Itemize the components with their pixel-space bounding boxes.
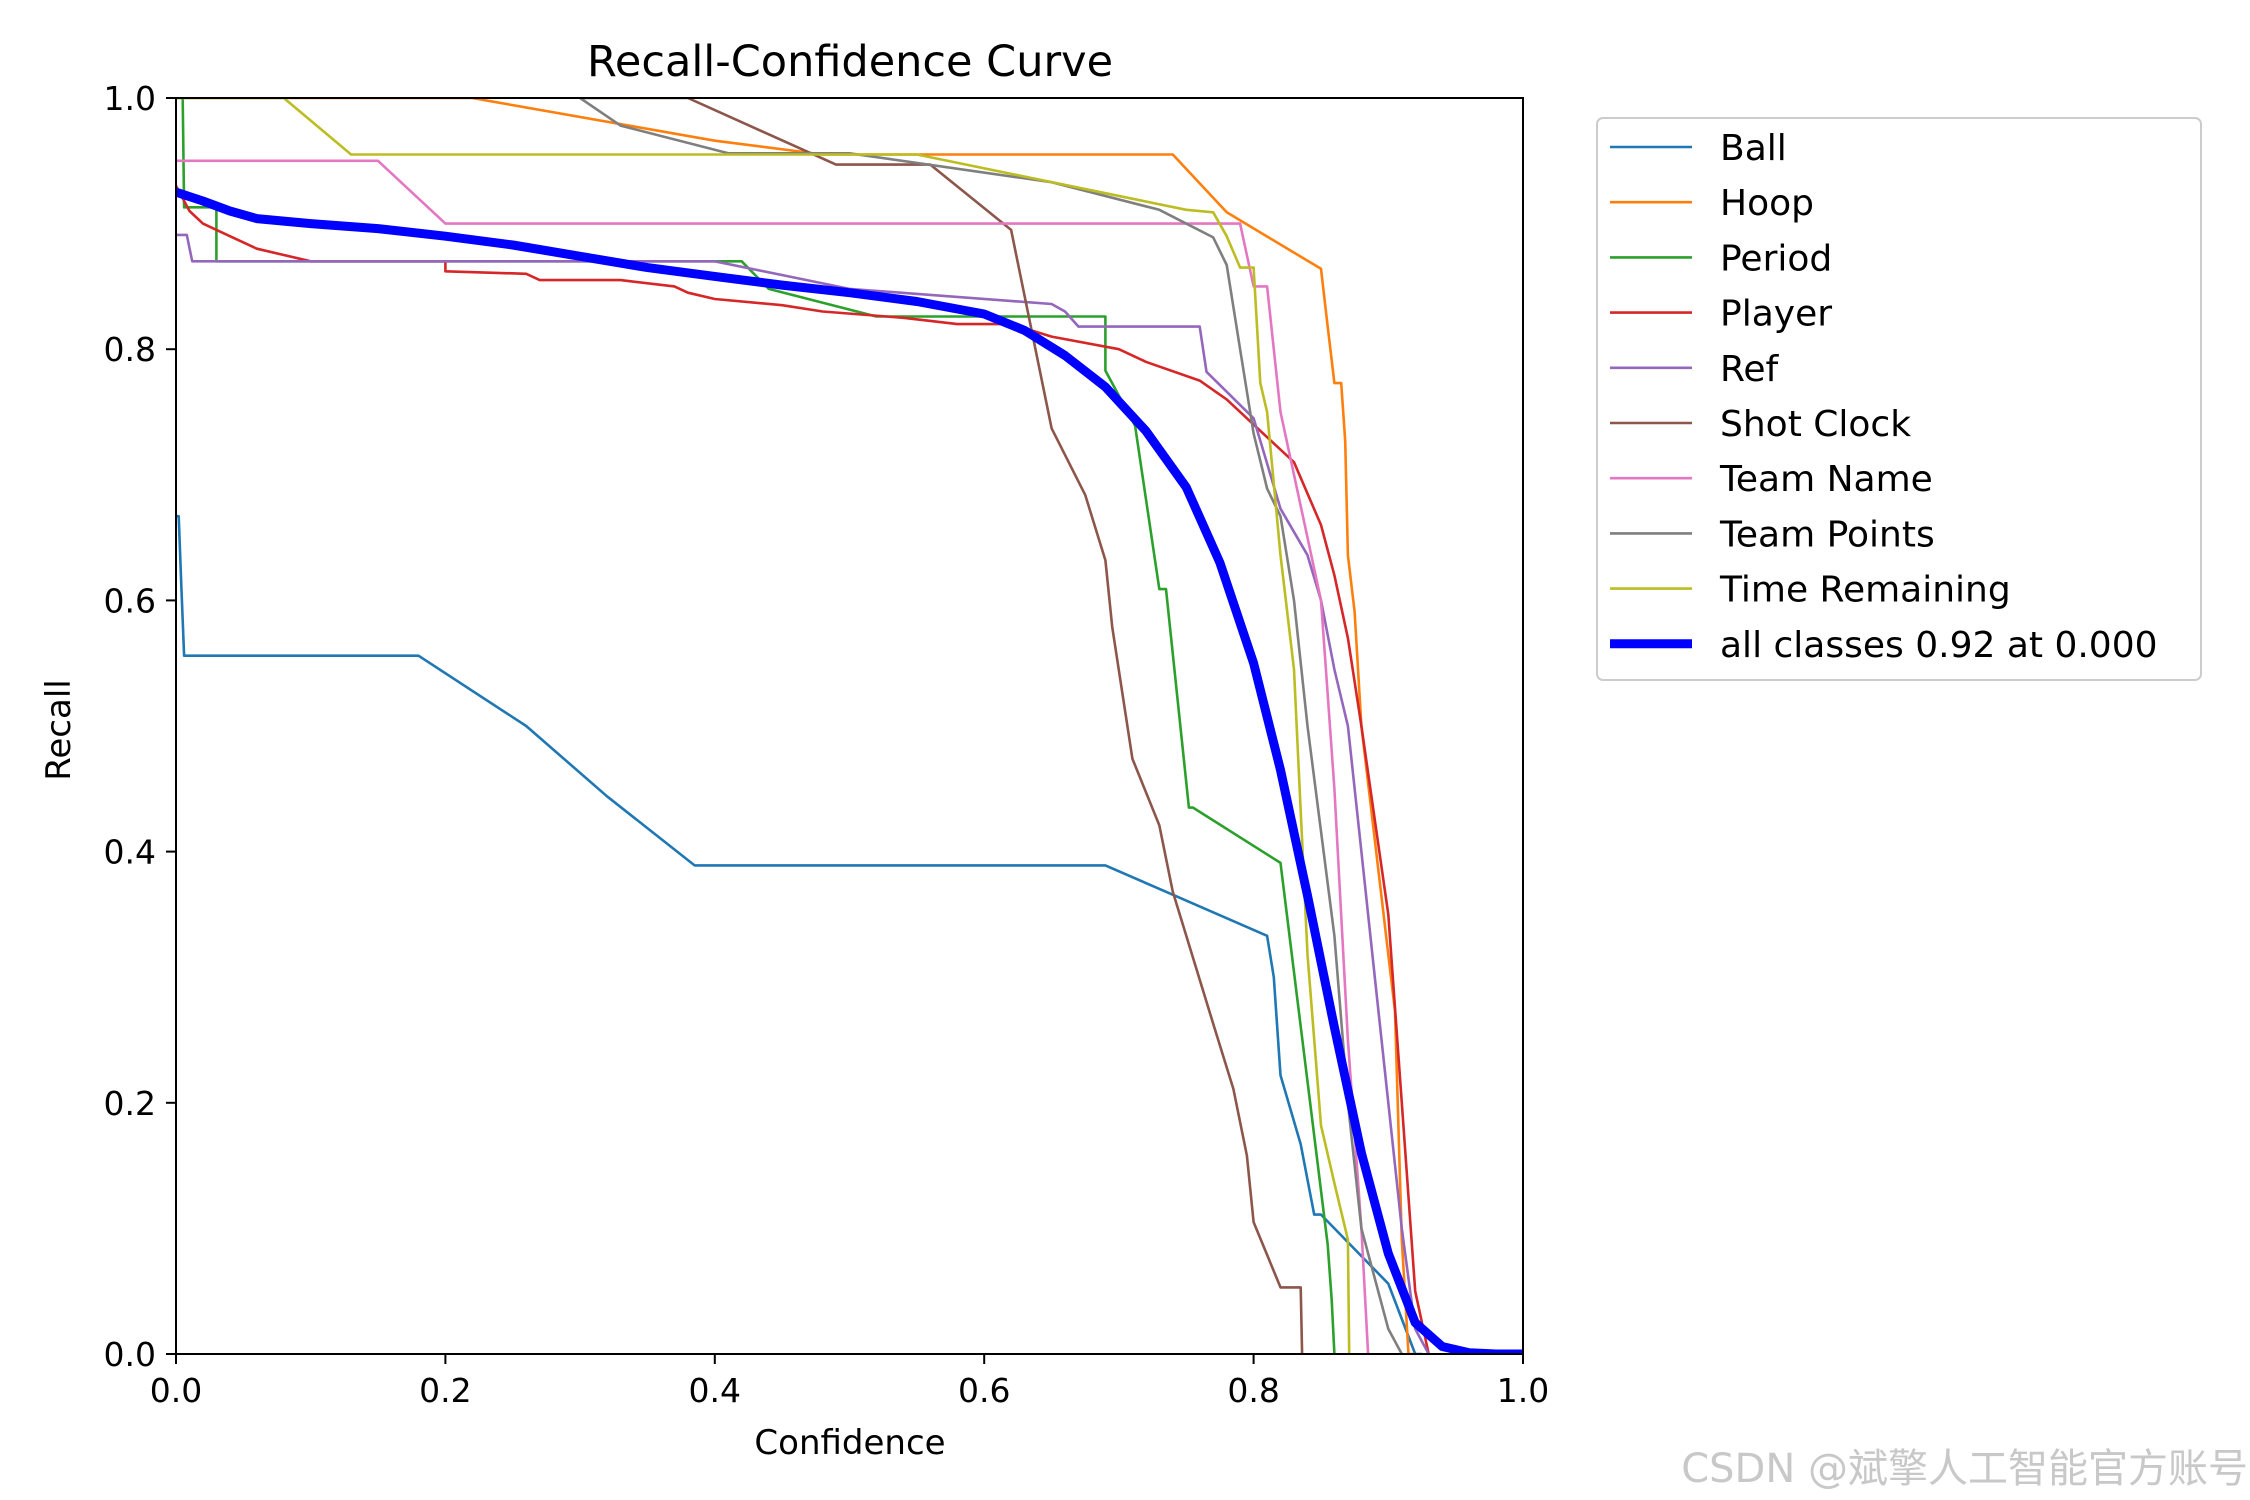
legend-label: Player (1720, 294, 1832, 335)
y-axis-ticks: 0.0 0.2 0.4 0.6 0.8 1.0 (104, 79, 176, 1374)
x-tick-label: 0.8 (1227, 1371, 1279, 1410)
legend-label: Shot Clock (1720, 404, 1911, 445)
series-line-time-remaining (176, 98, 1351, 1354)
series-line-ball (176, 514, 1422, 1354)
legend: Ball Hoop Period Player Ref Shot Clock Team Na… (1596, 117, 2202, 681)
x-tick-label: 0.0 (150, 1371, 202, 1410)
legend-frame (1596, 117, 2202, 681)
watermark: CSDN @斌擎人工智能官方账号 (1681, 1446, 2248, 1492)
x-tick-label: 0.2 (419, 1371, 471, 1410)
legend-label: Time Remaining (1719, 570, 2011, 611)
legend-label: Ball (1720, 128, 1787, 169)
legend-label: Ref (1720, 349, 1780, 390)
series-line-period (176, 98, 1336, 1354)
legend-label: Team Name (1719, 459, 1933, 500)
x-tick-label: 0.6 (958, 1371, 1010, 1410)
legend-label: Period (1720, 238, 1832, 279)
series-line-all-classes-0-92-at-0-000 (176, 187, 1523, 1354)
y-tick-label: 0.4 (104, 833, 156, 872)
legend-label: Team Points (1719, 514, 1935, 555)
x-axis-ticks: 0.0 0.2 0.4 0.6 0.8 1.0 (150, 1354, 1549, 1410)
y-tick-label: 0.2 (104, 1084, 156, 1123)
series-line-team-points (579, 98, 1403, 1354)
x-tick-label: 1.0 (1497, 1371, 1549, 1410)
chart-title: Recall-Confidence Curve (587, 37, 1113, 87)
legend-label: all classes 0.92 at 0.000 (1720, 625, 2158, 666)
series-line-ref (176, 233, 1430, 1354)
series-line-team-name (176, 159, 1370, 1354)
y-tick-label: 1.0 (104, 79, 156, 118)
y-tick-label: 0.0 (104, 1335, 156, 1374)
y-axis-label: Recall (39, 679, 79, 780)
legend-label: Hoop (1720, 183, 1814, 224)
y-tick-label: 0.6 (104, 581, 156, 620)
x-axis-label: Confidence (754, 1423, 945, 1463)
y-tick-label: 0.8 (104, 330, 156, 369)
series-line-shot-clock (580, 98, 1304, 1354)
plot-frame (175, 97, 1524, 1355)
series-layer (176, 98, 1523, 1354)
x-tick-label: 0.4 (689, 1371, 741, 1410)
